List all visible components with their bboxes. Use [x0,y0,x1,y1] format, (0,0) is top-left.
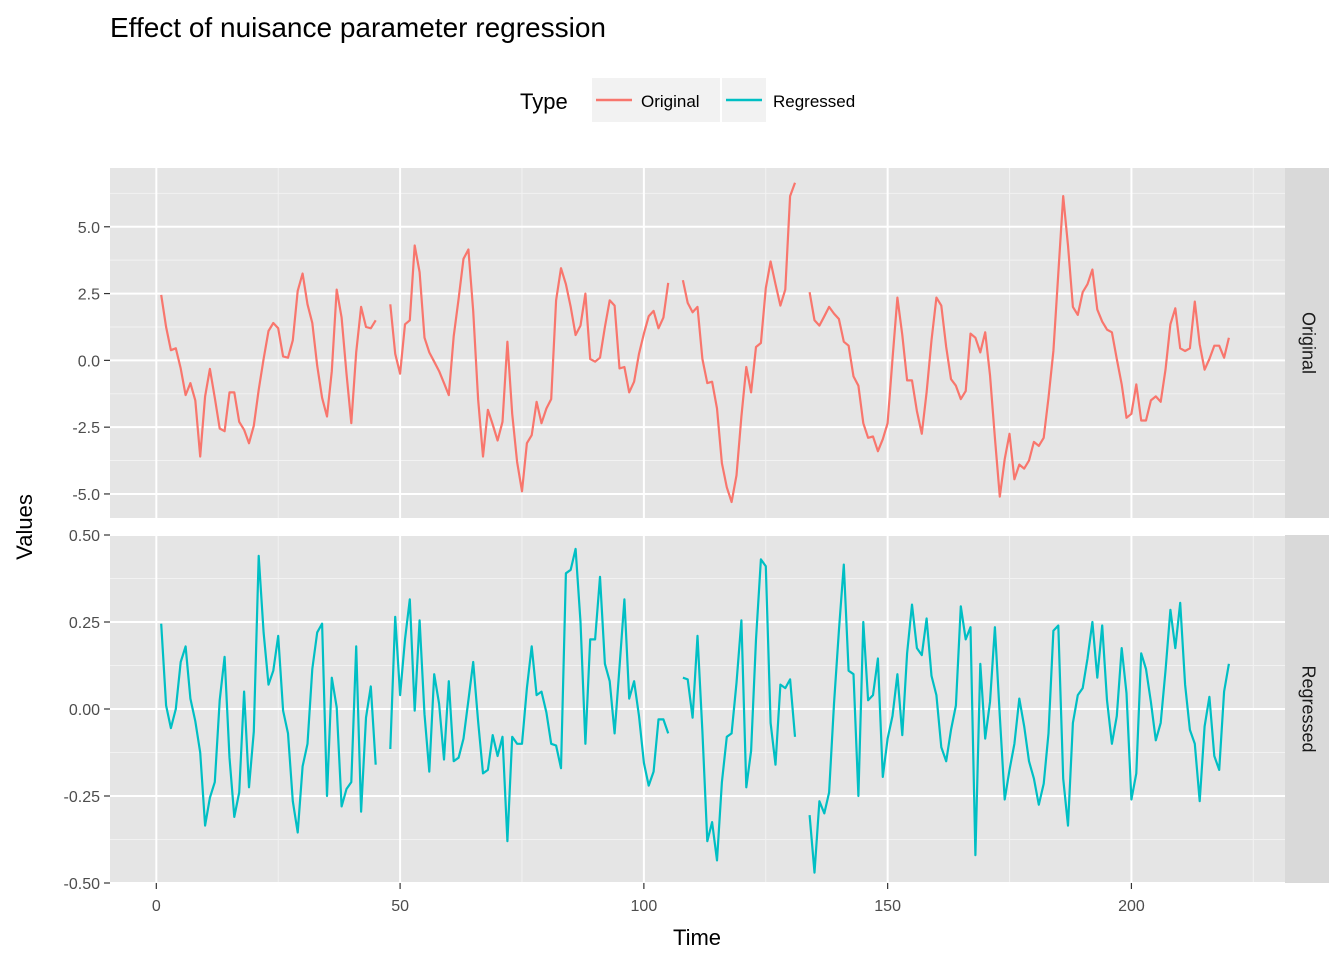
y-tick-label: 2.5 [78,287,100,304]
x-axis-title: Time [673,925,721,950]
series-line-regressed-segment-3 [682,558,797,862]
facet-strip-label: Original [1298,312,1318,374]
x-tick-label: 150 [874,898,901,915]
y-tick-label: -5.0 [72,487,100,504]
series-line-regressed-segment-1 [160,554,377,834]
series-line-original-segment-2 [389,244,670,493]
series-line-regressed-segment-4 [808,563,1230,874]
x-tick-label: 0 [152,898,161,915]
x-axis: 0 50 100 150 200 [152,883,1145,915]
chart-title: Effect of nuisance parameter regression [110,12,606,43]
y-tick-label: 0.0 [78,353,100,370]
y-tick-label: -0.50 [64,876,101,893]
x-tick-label: 200 [1118,898,1145,915]
series-line-regressed-segment-2 [389,547,670,843]
y-tick-label: 5.0 [78,220,100,237]
y-tick-label: -0.25 [64,789,101,806]
legend: Type Original Regressed [520,78,855,122]
legend-label-original: Original [641,92,700,111]
facet-strip [1285,168,1329,518]
panel-regressed: -0.50 -0.25 0.00 0.25 0.50 Regressed [64,528,1329,893]
legend-label-regressed: Regressed [773,92,855,111]
y-tick-label: 0.25 [69,615,100,632]
legend-title: Type [520,89,568,114]
y-tick-label: 0.00 [69,702,100,719]
x-tick-label: 100 [631,898,658,915]
panel-original: -5.0 -2.5 0.0 2.5 5.0 Original [72,168,1329,518]
series-line-original-segment-4 [808,195,1230,498]
facet-strip-label: Regressed [1298,665,1318,752]
y-tick-label: -2.5 [72,420,100,437]
panel-background [110,168,1285,518]
panels: -5.0 -2.5 0.0 2.5 5.0 Original -0.50 -0.25 0.00 0… [64,168,1329,893]
series-line-original-segment-1 [160,272,377,458]
x-tick-label: 50 [391,898,409,915]
series-line-original-segment-3 [681,182,797,504]
y-tick-label: 0.50 [69,528,100,545]
y-axis-title: Values [12,494,37,560]
facet-strip [1285,535,1329,883]
